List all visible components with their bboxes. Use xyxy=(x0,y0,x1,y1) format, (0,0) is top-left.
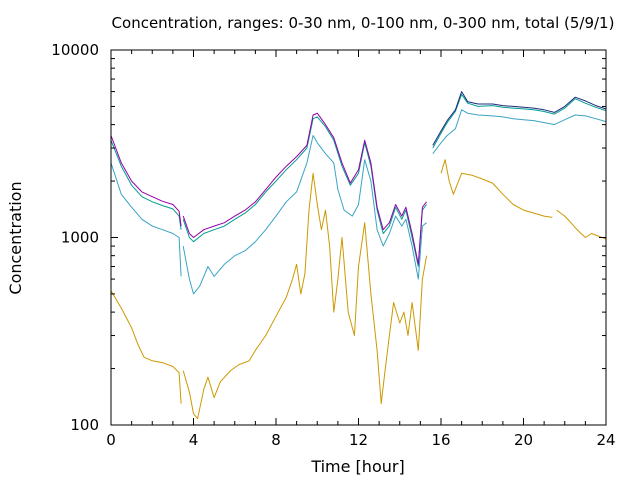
series-1-line xyxy=(182,172,428,420)
series-2-line xyxy=(182,135,427,295)
series-2-line xyxy=(110,162,182,277)
plot-frame xyxy=(110,49,607,426)
x-tick-label: 0 xyxy=(106,431,116,449)
x-tick-label: 12 xyxy=(349,431,368,449)
y-tick-label: 10000 xyxy=(51,41,99,59)
x-tick-label: 16 xyxy=(431,431,450,449)
series-1-line xyxy=(110,290,182,404)
series-1-line xyxy=(556,209,607,240)
series-4-line xyxy=(110,135,182,227)
y-tick-label: 1000 xyxy=(61,229,99,247)
series-3-line xyxy=(182,116,427,267)
series-3-line xyxy=(110,140,182,230)
y-axis-label: Concentration xyxy=(6,181,25,294)
series-5-line xyxy=(432,91,607,146)
series-1-line xyxy=(440,159,553,218)
x-axis-label: Time [hour] xyxy=(310,457,404,476)
x-tick-label: 8 xyxy=(271,431,281,449)
series-layer xyxy=(110,91,607,420)
chart-title: Concentration, ranges: 0-30 nm, 0-100 nm… xyxy=(112,14,615,32)
series-2-line xyxy=(432,109,607,155)
series-3-line xyxy=(432,93,607,149)
y-tick-label: 100 xyxy=(70,416,99,434)
x-tick-label: 20 xyxy=(514,431,533,449)
x-tick-label: 4 xyxy=(189,431,199,449)
series-4-line xyxy=(182,112,427,265)
x-tick-label: 24 xyxy=(596,431,615,449)
ticks-layer: 0 4 8 12 16 20 24 100 1000 10000 xyxy=(51,41,615,449)
